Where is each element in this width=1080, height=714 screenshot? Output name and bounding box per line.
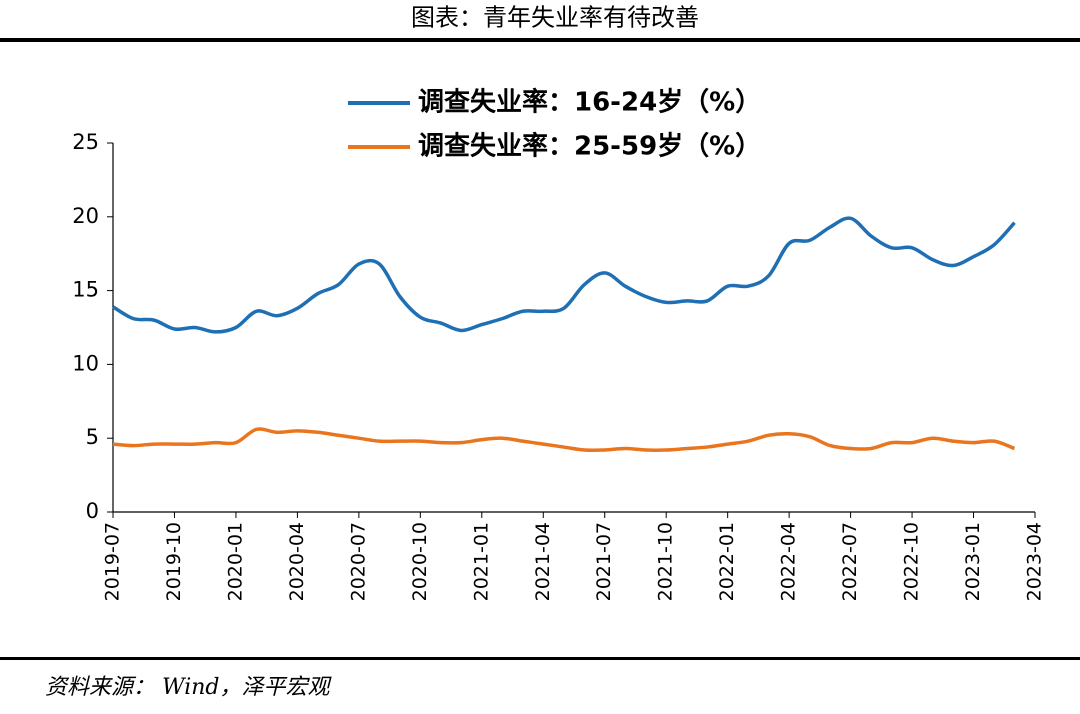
x-tick-label: 2021-04 (532, 522, 554, 601)
series-line (112, 216, 1016, 334)
y-tick-label: 10 (72, 351, 99, 375)
x-tick-label: 2021-10 (655, 522, 677, 601)
source: 资料来源： Wind，泽平宏观 (45, 675, 333, 700)
legend-label: 调查失业率：25-59岁（%） (418, 131, 761, 162)
x-tick-label: 2021-07 (593, 522, 615, 601)
y-tick-label: 0 (86, 499, 99, 523)
x-tick-label: 2019-07 (102, 522, 124, 601)
series-line (112, 427, 1016, 453)
x-tick-label: 2022-01 (716, 522, 738, 601)
bottom-rule (0, 657, 1080, 660)
x-tick-label: 2020-07 (347, 522, 369, 601)
x-tick-label: 2020-10 (409, 522, 431, 601)
x-tick-label: 2022-04 (778, 522, 800, 601)
x-tick-label: 2023-01 (962, 522, 984, 601)
legend-label: 调查失业率：16-24岁（%） (418, 87, 761, 118)
y-tick-label: 5 (86, 425, 99, 449)
x-tick-label: 2021-01 (470, 522, 492, 601)
x-tick-label: 2020-01 (224, 522, 246, 601)
x-tick-label: 2019-10 (163, 522, 185, 601)
y-tick-label: 25 (72, 130, 99, 154)
x-tick-label: 2023-04 (1024, 522, 1046, 601)
chart-title: 图表：青年失业率有待改善 (411, 4, 699, 32)
top-rule (0, 38, 1080, 42)
y-tick-label: 20 (72, 204, 99, 228)
x-tick-label: 2020-04 (286, 522, 308, 601)
y-tick-label: 15 (72, 278, 99, 302)
x-tick-label: 2022-10 (901, 522, 923, 601)
x-tick-label: 2022-07 (839, 522, 861, 601)
